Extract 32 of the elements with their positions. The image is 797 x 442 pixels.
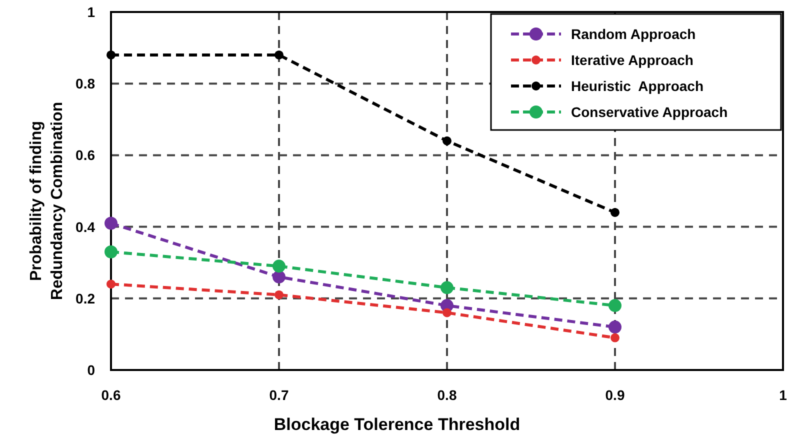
point [610,208,620,217]
point [610,333,620,342]
x-tick-label: 0.7 [269,387,289,403]
y-axis-title: Probability of finding Redundancy Combination [28,102,66,300]
point [608,299,622,312]
y-tick-label: 0.6 [76,147,96,164]
point [272,260,286,273]
point [440,281,454,294]
y-tick-label: 0.2 [76,290,96,306]
y-tick-label: 1 [87,4,96,20]
y-tick-label: 0.8 [76,76,96,92]
point [104,245,118,258]
point [272,270,286,284]
point [106,50,116,60]
point [442,136,452,146]
y-tick-label: 0.4 [76,218,96,235]
point [608,320,622,334]
point [104,216,118,230]
point [274,50,284,60]
point [106,280,116,289]
x-tick-label: 0.8 [437,387,457,403]
x-tick-label: 1 [779,387,788,403]
y-tick-label: 0 [87,362,96,378]
x-tick-label: 0.9 [605,387,625,403]
legend-label: Random Approach [571,26,696,42]
legend-label: Iterative Approach [571,52,694,68]
point [442,308,452,318]
legend-label: Conservative Approach [571,104,728,120]
legend-label: Heuristic Approach [571,78,704,94]
point [274,290,284,300]
x-axis-title: Blockage Tolerence Threshold [274,415,520,434]
x-tick-label: 0.6 [101,387,121,403]
